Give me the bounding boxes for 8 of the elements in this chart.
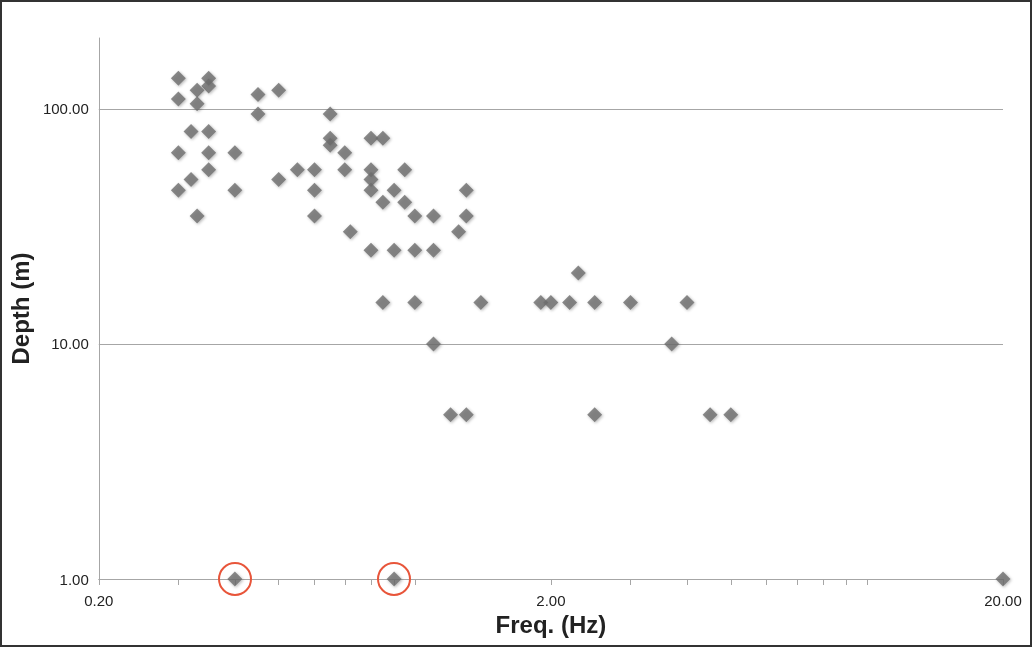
x-axis-title: Freq. (Hz) bbox=[495, 611, 607, 639]
y-axis-title: Depth (m) bbox=[6, 252, 34, 365]
x-tick-label: 2.00 bbox=[536, 592, 566, 609]
x-tick-label: 0.20 bbox=[84, 592, 114, 609]
x-tick-label: 20.00 bbox=[984, 592, 1022, 609]
y-tick-label: 10.00 bbox=[51, 335, 89, 353]
y-tick-label: 100.00 bbox=[42, 100, 89, 118]
y-tick-label: 1.00 bbox=[59, 570, 89, 588]
